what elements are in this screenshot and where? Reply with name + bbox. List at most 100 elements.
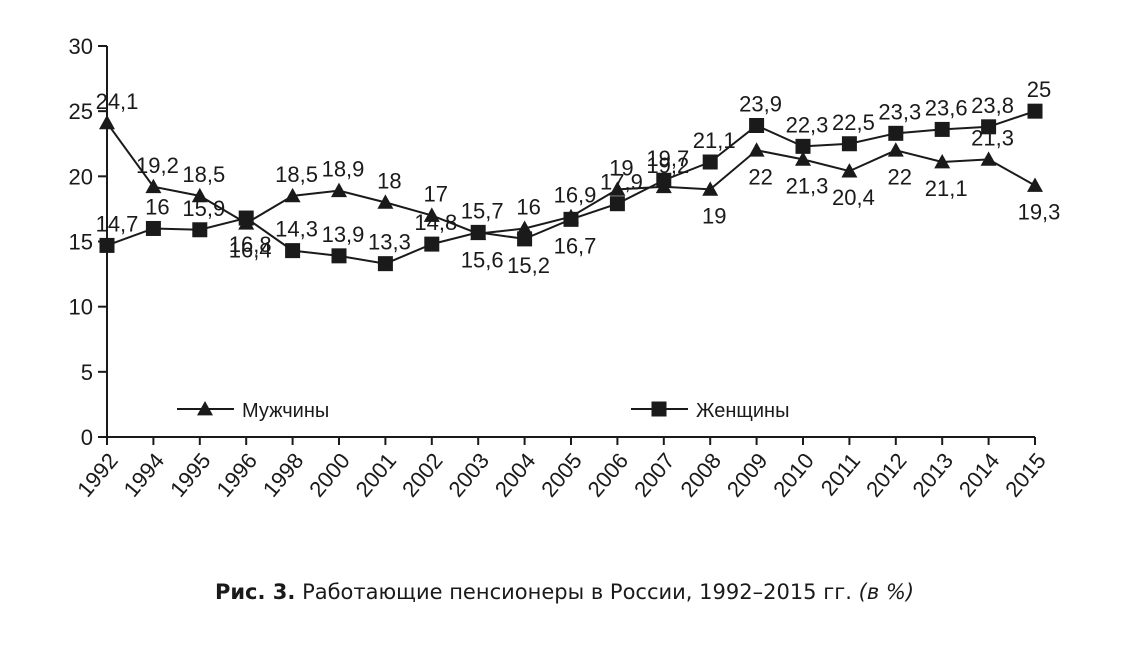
data-label-men: 18,5 — [182, 162, 225, 187]
legend: Мужчины Женщины — [177, 400, 789, 422]
data-label-women: 14,7 — [96, 211, 139, 236]
data-label-men: 16,9 — [554, 183, 597, 208]
x-tick-label: 2006 — [583, 448, 634, 502]
data-point-men — [145, 178, 162, 194]
x-tick-label: 1998 — [258, 448, 309, 502]
legend-marker-women — [651, 401, 667, 417]
data-label-men: 18,5 — [275, 162, 318, 187]
data-point-men — [284, 187, 301, 203]
y-tick-label: 15 — [69, 230, 93, 255]
data-label-women: 19,7 — [646, 146, 689, 171]
data-label-women: 23,6 — [925, 95, 968, 120]
x-tick-label: 2008 — [675, 448, 726, 502]
y-tick-label: 10 — [69, 295, 93, 320]
data-label-men: 22 — [748, 164, 772, 189]
data-point-women — [192, 222, 208, 238]
data-point-women — [981, 119, 997, 135]
data-label-women: 23,9 — [739, 92, 782, 117]
y-tick-label: 5 — [81, 360, 93, 385]
data-label-men: 24,1 — [96, 89, 139, 114]
data-label-men: 19,3 — [1018, 199, 1061, 224]
data-point-women — [888, 125, 904, 141]
figure-caption: Рис. 3. Работающие пенсионеры в России, … — [0, 580, 1129, 604]
data-point-men — [99, 114, 115, 130]
data-label-men: 22 — [888, 164, 912, 189]
line-chart: 0 5 10 15 20 25 30 1992199419951996199820002001… — [69, 34, 1061, 502]
data-point-men — [1027, 177, 1043, 192]
x-tick-label: 2009 — [722, 448, 773, 502]
data-point-men — [748, 142, 765, 157]
x-tick-label: 2011 — [816, 448, 866, 500]
y-tick-label: 20 — [69, 164, 93, 189]
data-label-men: 16,4 — [229, 237, 272, 262]
data-point-women — [609, 196, 625, 212]
data-label-men: 19,2 — [136, 153, 179, 178]
data-label-women: 15,2 — [507, 253, 550, 278]
data-point-men — [331, 182, 347, 198]
data-point-women — [841, 136, 857, 152]
data-point-women — [331, 248, 347, 264]
data-label-men: 16 — [516, 194, 540, 219]
x-tick-label: 1996 — [211, 448, 262, 502]
data-label-men: 18,9 — [322, 157, 365, 182]
data-point-women — [285, 243, 301, 259]
caption-prefix: Рис. 3. — [214, 580, 296, 604]
x-tick-label: 2012 — [861, 448, 912, 502]
data-point-men — [377, 194, 394, 209]
x-tick-label: 2013 — [907, 448, 958, 502]
data-point-men — [609, 181, 626, 196]
data-label-men: 15,6 — [461, 248, 504, 273]
data-point-men — [887, 142, 904, 157]
data-point-women — [517, 231, 533, 247]
data-label-women: 17,9 — [600, 170, 643, 195]
data-label-men: 21,3 — [786, 173, 829, 198]
data-point-women — [563, 211, 579, 227]
data-label-men: 21,1 — [925, 176, 968, 201]
x-tick-label: 2003 — [443, 448, 494, 502]
data-label-men: 19 — [702, 203, 726, 228]
data-point-women — [377, 256, 393, 272]
x-tick-label: 2005 — [536, 448, 587, 502]
data-point-women — [424, 236, 440, 252]
data-point-women — [145, 220, 161, 236]
data-point-men — [516, 220, 533, 235]
data-point-women — [470, 224, 486, 240]
data-point-men — [191, 187, 208, 203]
data-label-women: 16,7 — [554, 233, 597, 258]
data-label-men: 20,4 — [832, 185, 875, 210]
data-label-men: 19 — [609, 155, 633, 180]
x-tick-label: 2007 — [629, 448, 680, 502]
x-tick-label: 2014 — [954, 448, 1005, 502]
data-label-men: 17 — [424, 181, 448, 206]
data-label-men: 21,3 — [971, 125, 1014, 150]
caption-text: Работающие пенсионеры в России, 1992–201… — [295, 580, 859, 604]
data-point-women — [702, 154, 718, 170]
legend-label-men: Мужчины — [242, 400, 329, 422]
x-tick-label: 2004 — [490, 448, 541, 502]
data-point-women — [99, 237, 115, 253]
x-tick-label: 1992 — [72, 448, 123, 502]
data-point-women — [795, 138, 811, 154]
data-label-women: 14,3 — [275, 217, 318, 242]
data-point-men — [795, 151, 811, 166]
data-point-women — [749, 118, 765, 134]
data-label-women: 23,8 — [971, 93, 1014, 118]
x-tick-label: 2000 — [304, 448, 355, 502]
data-label-women: 16,8 — [229, 232, 272, 257]
legend-label-women: Женщины — [696, 400, 789, 422]
series-markers — [99, 103, 1043, 272]
data-point-men — [934, 153, 951, 169]
data-label-women: 13,3 — [368, 230, 411, 255]
data-label-women: 22,5 — [832, 110, 875, 135]
data-point-women — [934, 121, 950, 137]
data-label-men: 18 — [377, 168, 401, 193]
x-tick-label: 2001 — [351, 448, 402, 502]
data-point-women — [1027, 103, 1043, 119]
caption-unit: (в %) — [858, 580, 915, 604]
data-label-women: 14,8 — [414, 210, 457, 235]
legend-marker-men — [197, 401, 213, 416]
x-tick-label: 1994 — [119, 448, 170, 502]
data-label-women: 15,9 — [182, 196, 225, 221]
data-label-women: 21,1 — [693, 128, 736, 153]
